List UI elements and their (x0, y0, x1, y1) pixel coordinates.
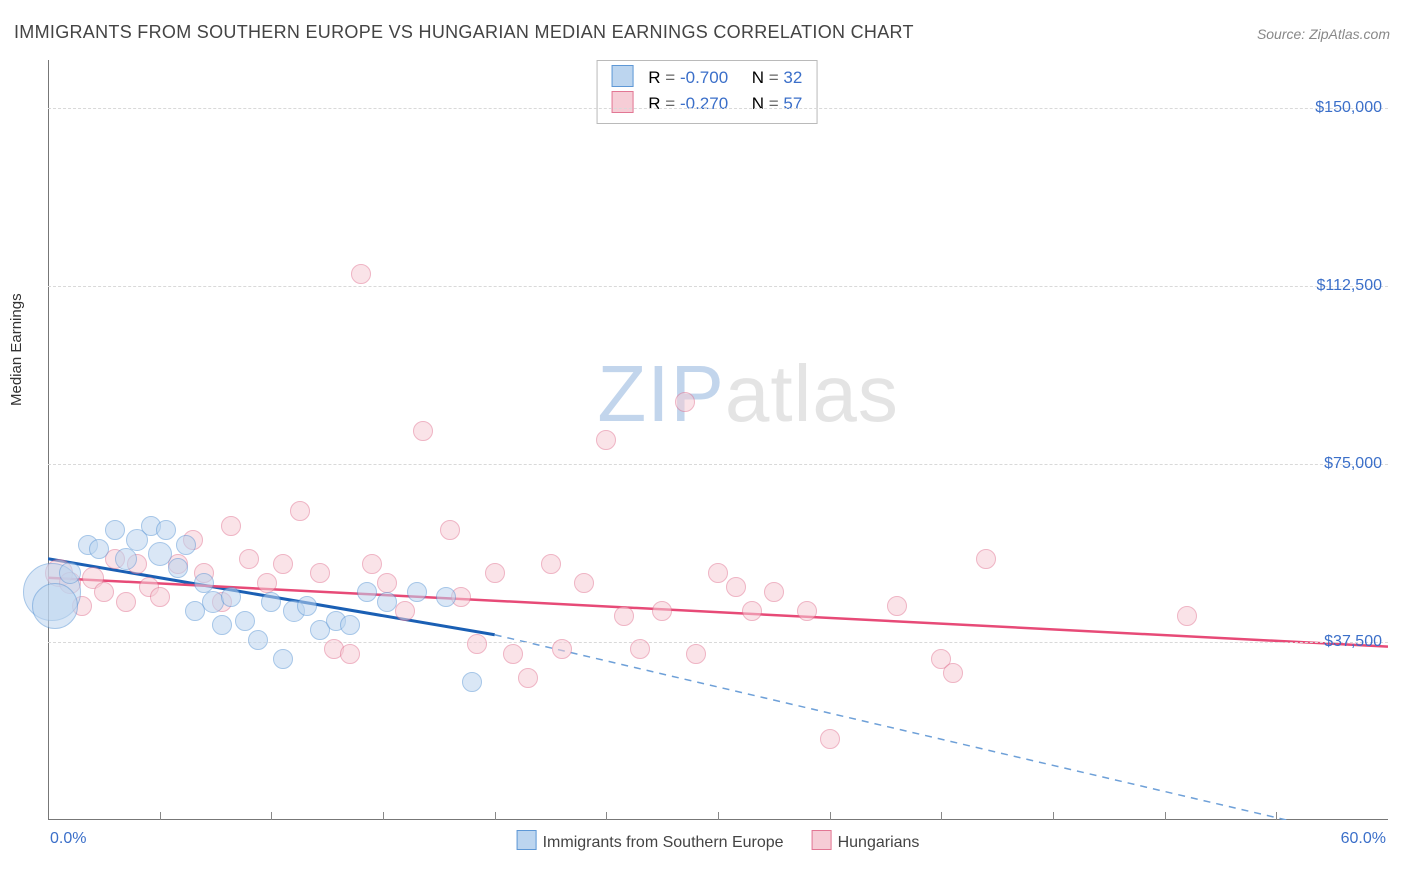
data-point (503, 644, 523, 664)
data-point (797, 601, 817, 621)
y-tick-label: $150,000 (1315, 99, 1382, 117)
data-point (116, 592, 136, 612)
data-point (764, 582, 784, 602)
chart-title: IMMIGRANTS FROM SOUTHERN EUROPE VS HUNGA… (14, 22, 914, 43)
data-point (686, 644, 706, 664)
legend-item-series-1: Immigrants from Southern Europe (517, 830, 784, 852)
x-tick (1165, 812, 1166, 820)
data-point (261, 592, 281, 612)
swatch-series-1-icon (517, 830, 537, 850)
data-point (943, 663, 963, 683)
source-attribution: Source: ZipAtlas.com (1257, 26, 1390, 42)
data-point (652, 601, 672, 621)
data-point (630, 639, 650, 659)
data-point (467, 634, 487, 654)
legend-series: Immigrants from Southern Europe Hungaria… (517, 830, 920, 852)
data-point (362, 554, 382, 574)
data-point (194, 573, 214, 593)
data-point (395, 601, 415, 621)
data-point (596, 430, 616, 450)
swatch-series-1 (612, 65, 634, 87)
x-tick (606, 812, 607, 820)
y-gridline (48, 286, 1388, 287)
x-tick (271, 812, 272, 820)
data-point (485, 563, 505, 583)
data-point (340, 644, 360, 664)
x-tick (830, 812, 831, 820)
data-point (675, 392, 695, 412)
data-point (574, 573, 594, 593)
y-gridline (48, 108, 1388, 109)
plot-area: ZIPatlas R = -0.700 N = 32 R = -0.270 N … (48, 60, 1388, 820)
data-point (614, 606, 634, 626)
data-point (212, 615, 232, 635)
x-tick (1053, 812, 1054, 820)
data-point (239, 549, 259, 569)
y-gridline (48, 464, 1388, 465)
data-point (297, 596, 317, 616)
swatch-series-2-icon (812, 830, 832, 850)
data-point (1177, 606, 1197, 626)
x-tick (941, 812, 942, 820)
data-point (89, 539, 109, 559)
x-tick (718, 812, 719, 820)
swatch-series-2 (612, 91, 634, 113)
data-point (310, 563, 330, 583)
data-point (436, 587, 456, 607)
data-point (440, 520, 460, 540)
data-point (340, 615, 360, 635)
data-point (407, 582, 427, 602)
data-point (273, 554, 293, 574)
data-point (168, 558, 188, 578)
data-point (357, 582, 377, 602)
data-point (221, 587, 241, 607)
x-tick (495, 812, 496, 820)
data-point (351, 264, 371, 284)
data-point (541, 554, 561, 574)
data-point (156, 520, 176, 540)
legend-item-series-2: Hungarians (812, 830, 920, 852)
data-point (115, 548, 137, 570)
data-point (59, 562, 81, 584)
data-point (273, 649, 293, 669)
data-point (377, 573, 397, 593)
data-point (726, 577, 746, 597)
data-point (518, 668, 538, 688)
x-tick (383, 812, 384, 820)
data-point (552, 639, 572, 659)
data-point (290, 501, 310, 521)
x-axis-max-label: 60.0% (1341, 830, 1386, 848)
x-tick (1276, 812, 1277, 820)
data-point (94, 582, 114, 602)
y-axis-label: Median Earnings (8, 293, 25, 406)
y-tick-label: $112,500 (1316, 277, 1382, 295)
axis-lines (48, 60, 1388, 820)
data-point (413, 421, 433, 441)
data-point (887, 596, 907, 616)
data-point (105, 520, 125, 540)
data-point (257, 573, 277, 593)
data-point (742, 601, 762, 621)
data-point (820, 729, 840, 749)
x-tick (160, 812, 161, 820)
legend-row-series-1: R = -0.700 N = 32 (612, 65, 803, 91)
data-point (377, 592, 397, 612)
legend-correlation: R = -0.700 N = 32 R = -0.270 N = 57 (597, 60, 818, 124)
data-point (221, 516, 241, 536)
data-point (462, 672, 482, 692)
x-axis-min-label: 0.0% (50, 830, 86, 848)
data-point (150, 587, 170, 607)
legend-row-series-2: R = -0.270 N = 57 (612, 91, 803, 117)
data-point (248, 630, 268, 650)
data-point (176, 535, 196, 555)
data-point (708, 563, 728, 583)
chart-container: IMMIGRANTS FROM SOUTHERN EUROPE VS HUNGA… (0, 0, 1406, 892)
data-point (235, 611, 255, 631)
y-tick-label: $75,000 (1324, 455, 1382, 473)
data-point (32, 583, 78, 629)
data-point (976, 549, 996, 569)
y-tick-label: $37,500 (1324, 633, 1382, 651)
